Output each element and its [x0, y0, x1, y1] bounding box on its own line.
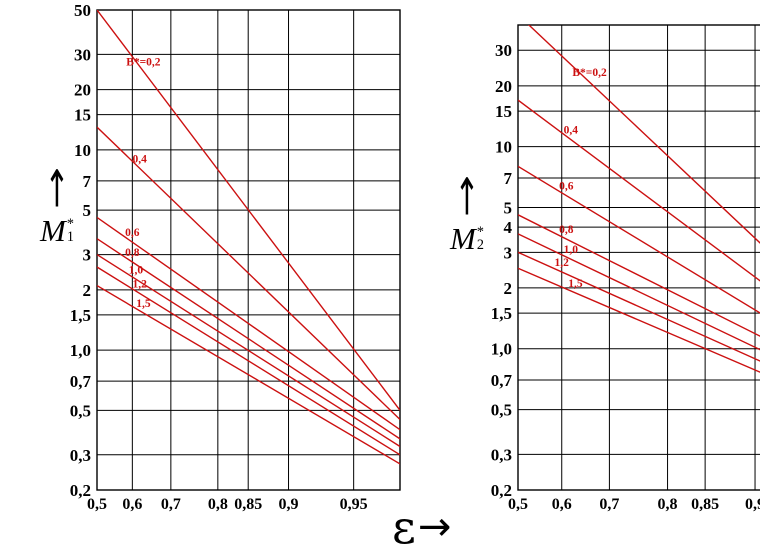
right-y-axis-title: ↑ M * 2 [436, 173, 498, 256]
y-tick-label: 0,3 [491, 445, 512, 464]
y-tick-label: 1,5 [491, 304, 512, 323]
y-tick-label: 3 [83, 246, 92, 265]
series-label-B*=0,8: 0,8 [125, 247, 140, 259]
series-line-B*=0,6 [97, 216, 400, 431]
x-tick-label: 0,85 [691, 496, 719, 513]
y-tick-label: 1,0 [491, 340, 512, 359]
series-label-B*=0,2: B*=0,2 [572, 67, 607, 79]
y-tick-label: 1,5 [70, 306, 91, 325]
y-tick-label: 0,7 [70, 372, 92, 391]
series-label-B*=0,6: 0,6 [559, 181, 574, 193]
x-tick-label: 0,9 [279, 496, 299, 513]
series-line-B*=0,4 [518, 99, 760, 282]
y-tick-label: 2 [83, 281, 92, 300]
up-arrow-icon: ↑ [454, 168, 480, 228]
m2-superscript: * [476, 223, 484, 240]
series-line-B*=1,2 [97, 266, 400, 456]
x-tick-label: 0,7 [161, 496, 181, 513]
y-tick-label: 7 [83, 172, 92, 191]
y-tick-label: 7 [504, 169, 513, 188]
m1-label: M * 1 [40, 213, 74, 248]
series-label-B*=1,5: 1,5 [568, 278, 583, 290]
series-label-B*=0,8: 0,8 [559, 224, 574, 236]
y-tick-label: 3 [504, 243, 513, 262]
y-tick-label: 5 [504, 198, 513, 217]
series-label-B*=1,5: 1,5 [136, 298, 151, 310]
right-arrow-icon: → [417, 504, 452, 550]
series-line-B*=0,6 [518, 165, 760, 314]
y-tick-label: 20 [495, 77, 512, 96]
x-tick-label: 0,7 [599, 496, 619, 513]
m2-subscript: 2 [476, 237, 484, 254]
y-tick-label: 15 [495, 102, 512, 121]
y-tick-label: 15 [74, 106, 91, 125]
y-tick-label: 2 [504, 279, 513, 298]
series-label-B*=0,4: 0,4 [564, 125, 579, 137]
series-label-B*=0,2: B*=0,2 [126, 56, 161, 68]
series-line-B*=1,0 [97, 254, 400, 448]
series-line-B*=0,2 [97, 10, 400, 411]
series-line-B*=0,4 [97, 126, 400, 421]
series-line-B*=1,2 [518, 251, 760, 362]
m1-superscript: * [66, 215, 74, 232]
y-tick-label: 0,5 [70, 401, 91, 420]
y-tick-label: 30 [495, 41, 512, 60]
x-tick-label: 0,85 [234, 496, 262, 513]
m1-letter: M [40, 213, 66, 248]
x-tick-label: 0,6 [552, 496, 572, 513]
m2-letter: M [450, 221, 476, 256]
y-tick-label: 0,3 [70, 446, 91, 465]
epsilon-symbol: ε [392, 500, 416, 554]
series-line-B*=0,8 [97, 238, 400, 440]
y-tick-label: 10 [74, 141, 91, 160]
x-tick-label: 0,8 [658, 496, 678, 513]
series-line-B*=1,5 [97, 284, 400, 465]
series-label-B*=0,4: 0,4 [132, 153, 147, 165]
series-label-B*=1,2: 1,2 [555, 257, 570, 269]
x-tick-label: 0,5 [508, 496, 528, 513]
y-tick-label: 0,2 [70, 481, 91, 500]
x-tick-label: 0,8 [208, 496, 228, 513]
plot-border [517, 24, 760, 491]
series-line-B*=0,2 [527, 25, 760, 244]
y-tick-label: 0,5 [491, 401, 512, 420]
x-tick-label: 0,9 [745, 496, 760, 513]
y-tick-label: 0,2 [491, 481, 512, 500]
series-label-B*=1,0: 1,0 [129, 264, 144, 276]
y-tick-label: 4 [504, 218, 513, 237]
x-tick-label: 0,5 [87, 496, 107, 513]
series-line-B*=0,8 [518, 214, 760, 337]
y-tick-label: 1,0 [70, 341, 91, 360]
y-tick-label: 5 [83, 201, 92, 220]
series-label-B*=1,0: 1,0 [564, 244, 579, 256]
x-tick-label: 0,6 [122, 496, 142, 513]
y-tick-label: 10 [495, 138, 512, 157]
left-y-axis-title: ↑ M * 1 [26, 165, 88, 248]
series-line-B*=1,5 [518, 267, 760, 373]
plot-border [96, 9, 401, 491]
up-arrow-icon: ↑ [44, 160, 70, 220]
x-tick-label: 0,95 [340, 496, 368, 513]
series-line-B*=1,0 [518, 233, 760, 351]
m2-label: M * 2 [450, 221, 484, 256]
m1-subscript: 1 [66, 229, 74, 246]
y-tick-label: 30 [74, 45, 91, 64]
x-axis-title: ε → [392, 504, 451, 550]
series-label-B*=0,6: 0,6 [125, 227, 140, 239]
y-tick-label: 0,7 [491, 371, 513, 390]
y-tick-label: 20 [74, 81, 91, 100]
y-tick-label: 50 [74, 1, 91, 20]
series-label-B*=1,2: 1,2 [132, 278, 147, 290]
